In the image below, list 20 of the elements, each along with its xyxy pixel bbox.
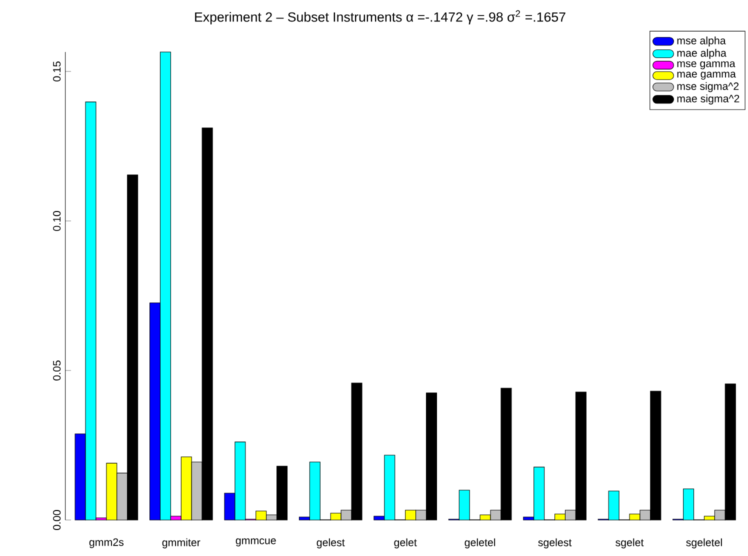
x-tick-label: gmmiter <box>162 538 200 548</box>
chart-title: Experiment 2 – Subset Instruments α =-.1472 γ =.98 σ$^{2}$ =.1657 <box>195 10 566 24</box>
x-tick-label: sgelest <box>538 538 572 548</box>
x-tick-label: gelest <box>316 538 345 548</box>
x-tick-label: gmm2s <box>89 538 124 548</box>
legend-label: mae sigma^2 <box>677 94 740 104</box>
y-tick-label: 0.10 <box>53 210 61 231</box>
legend-label: mae alpha <box>677 48 726 59</box>
x-tick-label: gmmcue <box>236 538 276 546</box>
legend-label: mae gamma <box>677 72 736 80</box>
y-tick-label: 0.00 <box>53 510 61 530</box>
y-tick-label: 0.05 <box>53 360 61 380</box>
x-tick-label: sgelet <box>616 538 644 548</box>
x-tick-label: geletel <box>464 538 496 548</box>
legend-label: mse gamma <box>677 61 736 70</box>
x-tick-label: sgeletel <box>686 538 722 548</box>
legend-label: mse alpha <box>677 36 726 46</box>
x-tick-label: gelet <box>394 538 417 548</box>
legend-label: mse sigma^2 <box>677 82 739 92</box>
y-tick-label: 0.15 <box>53 62 61 82</box>
